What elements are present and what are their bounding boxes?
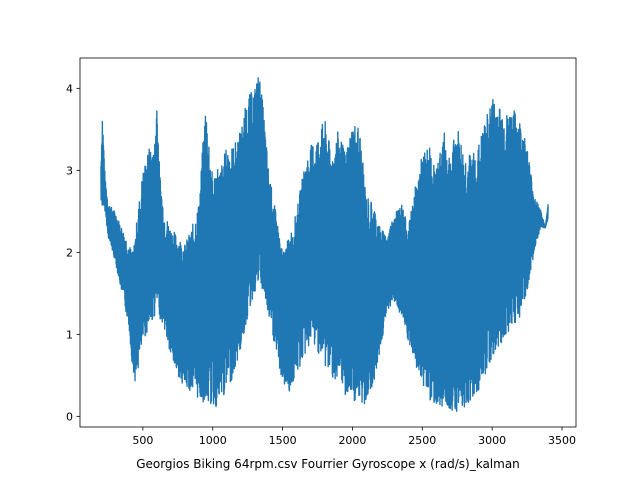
y-tick-label: 4 <box>66 82 73 95</box>
x-tick-label: 3500 <box>548 434 576 447</box>
x-tick-label: 2000 <box>338 434 366 447</box>
x-tick-label: 500 <box>132 434 153 447</box>
y-axis: 0 1 2 3 4 <box>66 82 80 423</box>
axes-frame <box>79 57 577 428</box>
x-axis-label: Georgios Biking 64rpm.csv Fourrier Gyros… <box>136 457 520 471</box>
x-tick-label: 1500 <box>269 434 297 447</box>
plot-area <box>100 77 549 412</box>
x-tick-label: 3000 <box>478 434 506 447</box>
y-tick-label: 2 <box>66 246 73 259</box>
y-tick-label: 0 <box>66 410 73 423</box>
x-axis: 500 1000 1500 2000 2500 3000 3500 <box>132 427 576 447</box>
x-tick-label: 2500 <box>408 434 436 447</box>
y-tick-label: 3 <box>66 164 73 177</box>
y-tick-label: 1 <box>66 328 73 341</box>
series-line <box>100 77 549 412</box>
x-tick-label: 1000 <box>199 434 227 447</box>
